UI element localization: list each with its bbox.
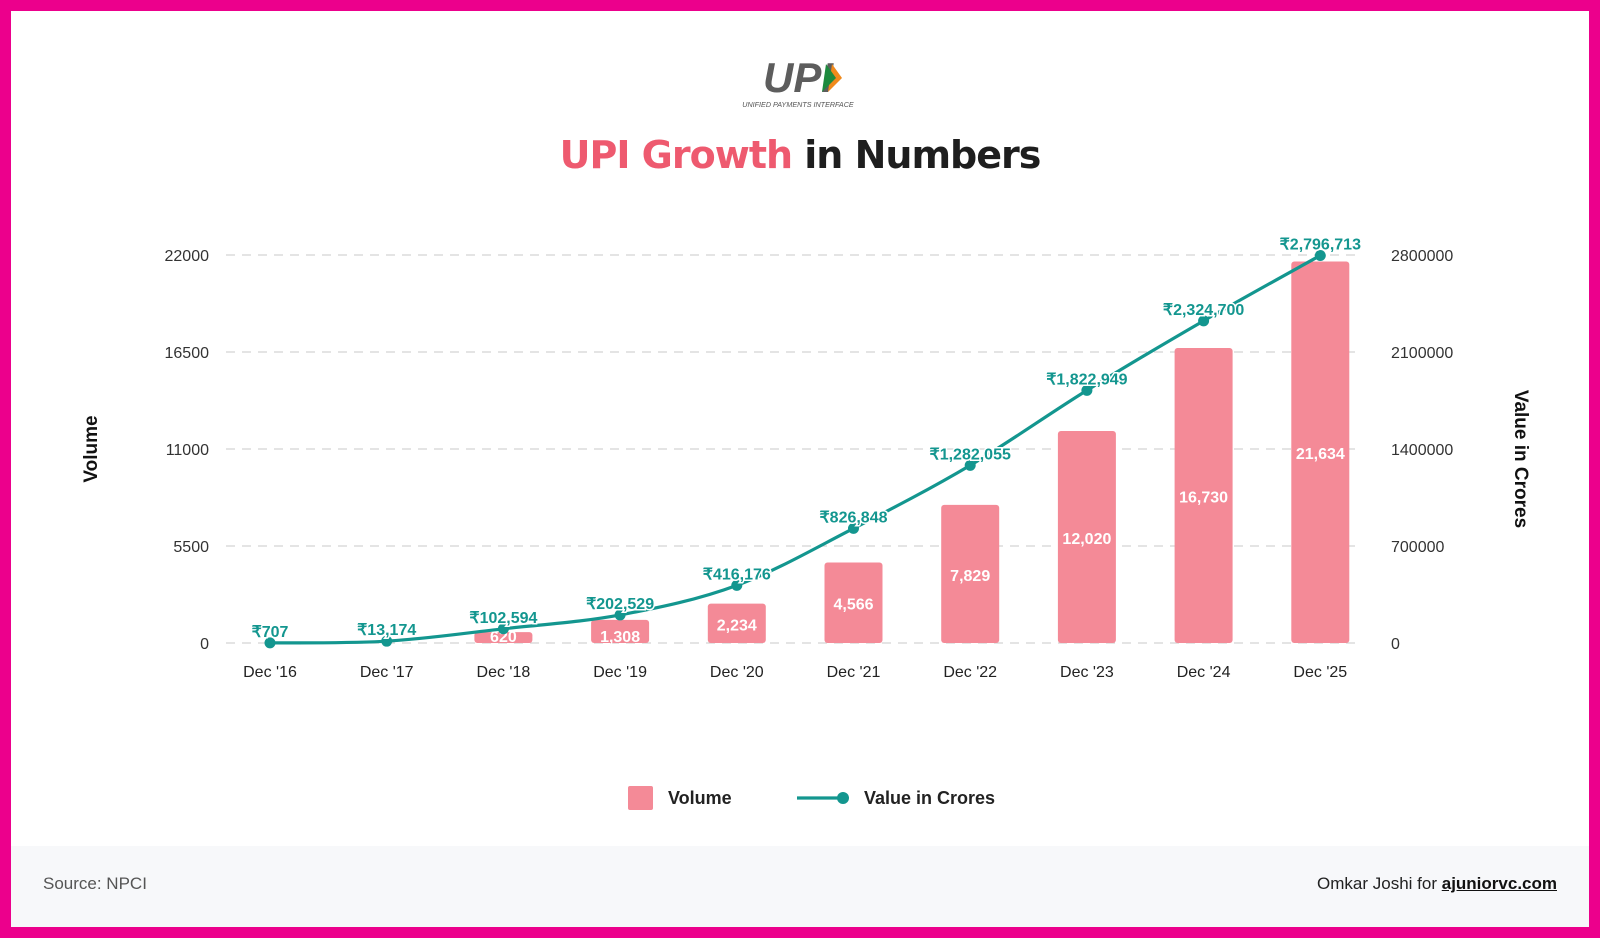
x-tick-label: Dec '25 (1293, 664, 1347, 681)
x-tick-label: Dec '24 (1177, 664, 1231, 681)
volume-data-label: 620 (490, 629, 517, 646)
value-point (1081, 384, 1093, 396)
upi-logo-graphic: UPI UNIFIED PAYMENTS INTERFACE (742, 56, 854, 109)
y-right-tick-label: 1400000 (1391, 442, 1453, 459)
volume-bar (707, 603, 766, 643)
value-point (614, 609, 626, 621)
volume-data-label: 1,308 (600, 629, 640, 646)
x-tick-label: Dec '16 (243, 664, 297, 681)
x-tick-label: Dec '23 (1060, 664, 1114, 681)
volume-data-label: 2,234 (717, 617, 757, 634)
value-data-label: ₹707 (252, 624, 289, 641)
x-tick-label: Dec '20 (710, 664, 764, 681)
volume-data-label: 4,566 (833, 597, 873, 614)
y-right-tick-label: 700000 (1391, 539, 1444, 556)
volume-bar (1057, 431, 1116, 643)
x-tick-label: Dec '21 (827, 664, 881, 681)
chart-canvas: 0 0 5500 700000 11000 1400000 16500 2100000 2200… (81, 235, 1531, 810)
volume-data-label: 16,730 (1179, 489, 1228, 506)
y-left-tick-label: 0 (200, 636, 209, 653)
value-data-label: ₹416,176 (703, 566, 771, 583)
upi-logo: UPI UNIFIED PAYMENTS INTERFACE (11, 56, 1589, 110)
value-point (381, 635, 393, 647)
volume-bar (824, 562, 883, 643)
value-point (264, 637, 276, 649)
legend-volume-swatch (628, 786, 653, 810)
x-tick-label: Dec '19 (593, 664, 647, 681)
y-right-tick-label: 0 (1391, 636, 1400, 653)
value-point (1198, 315, 1210, 327)
volume-bar (1291, 261, 1350, 643)
value-point (964, 459, 976, 471)
volume-bar (1174, 347, 1233, 643)
upi-logo-tagline: UNIFIED PAYMENTS INTERFACE (742, 100, 854, 109)
y-left-tick-label: 5500 (173, 539, 209, 556)
y-right-tick-label: 2800000 (1391, 248, 1453, 265)
value-data-label: ₹202,529 (586, 596, 654, 613)
volume-bar (591, 619, 650, 643)
value-line (269, 254, 1322, 645)
value-data-label: ₹102,594 (469, 610, 537, 627)
y-left-tick-label: 11000 (166, 442, 209, 459)
value-point (848, 522, 859, 534)
source-text: Source: NPCI (43, 874, 147, 893)
legend-value-label: Value in Crores (864, 788, 995, 808)
y-left-tick-label: 22000 (165, 248, 210, 265)
credit-prefix: Omkar Joshi for (1317, 874, 1442, 893)
volume-data-label: 21,634 (1296, 446, 1345, 463)
legend-volume-label: Volume (668, 788, 732, 808)
y-left-axis-title: Volume (81, 415, 102, 482)
footer: Source: NPCI Omkar Joshi for ajuniorvc.c… (11, 846, 1589, 927)
value-point (731, 579, 743, 591)
page-title: UPI Growth in Numbers (11, 133, 1589, 177)
value-data-label: ₹1,282,055 (930, 446, 1011, 463)
title-accent: UPI Growth (559, 133, 793, 177)
title-rest: in Numbers (792, 133, 1041, 177)
volume-data-label: 12,020 (1062, 531, 1111, 548)
x-tick-label: Dec '22 (943, 664, 997, 681)
x-tick-label: Dec '18 (477, 664, 531, 681)
value-data-label: ₹1,822,949 (1046, 371, 1127, 388)
value-point (497, 623, 509, 635)
volume-bar (474, 632, 533, 643)
value-data-label: ₹826,848 (819, 509, 887, 526)
y-right-tick-label: 2100000 (1391, 345, 1453, 362)
x-tick-label: Dec '17 (360, 664, 414, 681)
logo-green-chevron (822, 64, 836, 92)
value-data-label: ₹13,174 (357, 622, 416, 639)
y-left-tick-label: 16500 (165, 345, 210, 362)
legend-value-marker (837, 792, 849, 804)
volume-data-label: 7,829 (950, 568, 990, 585)
credit-text: Omkar Joshi for ajuniorvc.com (1317, 874, 1557, 894)
upi-logo-wordmark: UPI (763, 56, 834, 101)
credit-link[interactable]: ajuniorvc.com (1441, 874, 1557, 893)
volume-bar (941, 504, 1000, 643)
value-point (1314, 249, 1326, 261)
value-data-label: ₹2,324,700 (1163, 302, 1244, 319)
value-data-label: ₹2,796,713 (1280, 236, 1361, 253)
y-right-axis-title: Value in Crores (1510, 390, 1531, 528)
